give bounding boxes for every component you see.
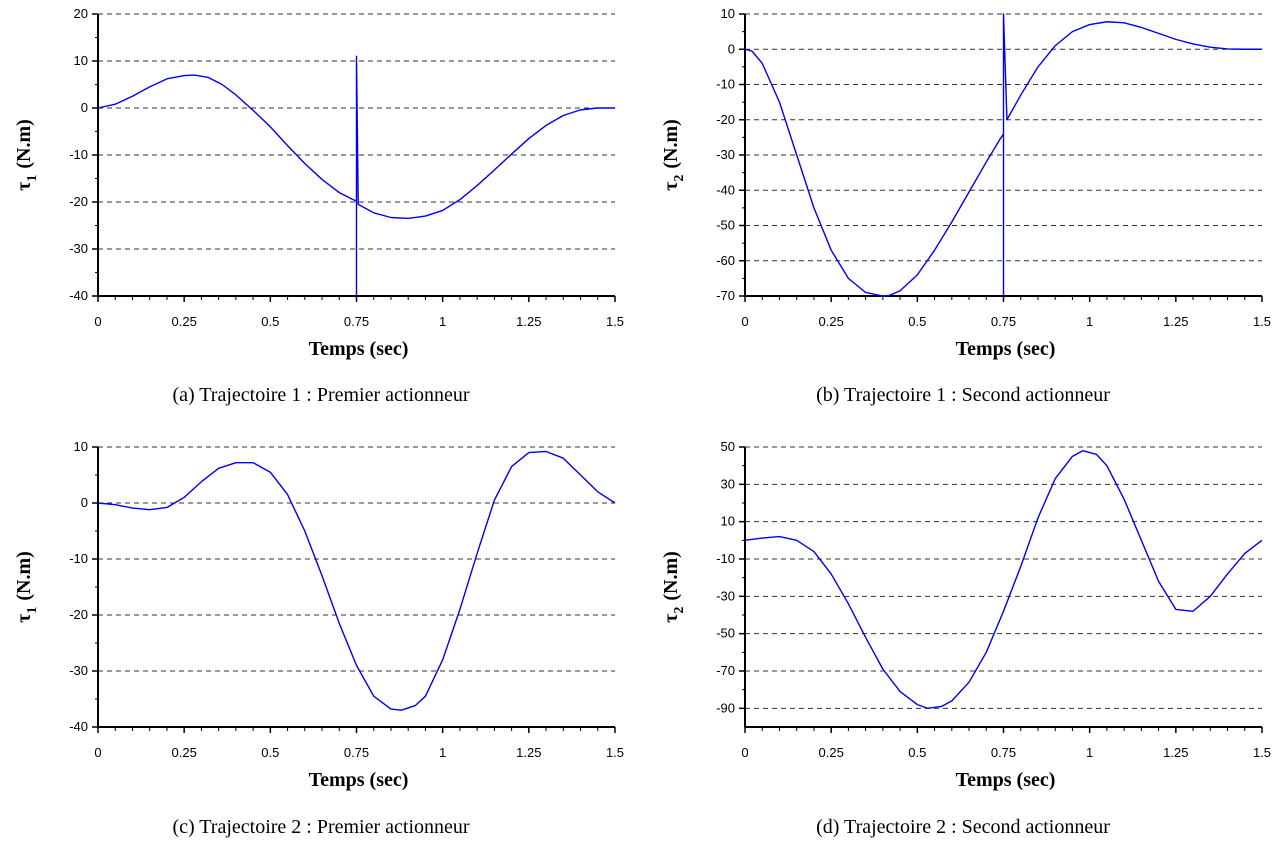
caption-b: (b) Trajectoire 1 : Second actionneur <box>816 384 1110 406</box>
x-tick-label: 0 <box>741 314 748 329</box>
y-axis-symbol: τ <box>660 182 682 191</box>
chart-a: -40 -30 -20 -10 0 10 20 0 0.25 0.5 0.75 1 1.25 1.5 Tem… <box>13 6 624 360</box>
x-tick-label: 1 <box>1086 745 1093 760</box>
x-tick-label: 1 <box>439 745 446 760</box>
y-axis-unit: (N.m) <box>13 551 35 600</box>
series-line <box>97 55 615 297</box>
y-axis-subscript: 2 <box>672 175 687 182</box>
x-tick-label: 1.5 <box>1253 314 1271 329</box>
series-line <box>744 450 1263 710</box>
x-tick-label: 0.75 <box>991 745 1016 760</box>
x-tick-label: 1.25 <box>516 745 541 760</box>
series-line <box>97 450 616 711</box>
x-tick-label: 1.5 <box>1253 745 1271 760</box>
y-axis-title: τ2 (N.m) <box>660 551 687 623</box>
y-tick-label: -20 <box>69 194 88 209</box>
caption-a: (a) Trajectoire 1 : Premier actionneur <box>172 384 470 406</box>
chart-d: -90 -70 -50 -30 -10 10 30 50 0 0.25 0.5 0.75 1 1.25 1.… <box>660 439 1271 791</box>
y-tick-label: 0 <box>728 41 735 56</box>
y-tick-label: -10 <box>716 551 735 566</box>
y-tick-label: -90 <box>716 700 735 715</box>
x-tick-label: 0.5 <box>908 745 926 760</box>
y-tick-label: 10 <box>74 439 88 454</box>
caption-d: (d) Trajectoire 2 : Second actionneur <box>816 816 1110 838</box>
y-axis-subscript: 1 <box>25 175 40 182</box>
chart-panel-b: -70 -60 -50 -40 -30 -20 -10 0 10 0 0.25 0.5 0.75 1 1.2… <box>642 0 1284 423</box>
x-axis-title: Temps (sec) <box>309 338 409 360</box>
chart-b: -70 -60 -50 -40 -30 -20 -10 0 10 0 0.25 0.5 0.75 1 1.2… <box>660 6 1271 360</box>
y-tick-label: -50 <box>716 626 735 641</box>
y-tick-label: 50 <box>721 439 735 454</box>
y-axis-title: τ2 (N.m) <box>660 119 687 191</box>
x-tick-label: 0.25 <box>172 745 197 760</box>
x-tick-label: 1.25 <box>1163 745 1188 760</box>
y-tick-label: -30 <box>716 588 735 603</box>
y-tick-label: -70 <box>716 663 735 678</box>
y-axis-symbol: τ <box>13 614 35 623</box>
x-tick-label: 0 <box>94 745 101 760</box>
y-tick-label: -10 <box>716 77 735 92</box>
x-tick-label: 0.5 <box>261 314 279 329</box>
chart-c: -40 -30 -20 -10 0 10 0 0.25 0.5 0.75 1 1.25 1.5 Temps… <box>13 439 624 791</box>
y-tick-label: -10 <box>69 551 88 566</box>
y-tick-label: -20 <box>69 607 88 622</box>
y-tick-label: 30 <box>721 476 735 491</box>
y-tick-label: 20 <box>74 6 88 21</box>
caption-c: (c) Trajectoire 2 : Premier actionneur <box>172 816 470 838</box>
y-axis-symbol: τ <box>13 182 35 191</box>
y-tick-label: -20 <box>716 112 735 127</box>
y-tick-label: -10 <box>69 147 88 162</box>
chart-panel-d: -90 -70 -50 -30 -10 10 30 50 0 0.25 0.5 0.75 1 1.25 1.… <box>642 423 1284 846</box>
y-tick-label: -30 <box>69 241 88 256</box>
x-axis-title: Temps (sec) <box>956 769 1056 791</box>
y-axis-title: τ1 (N.m) <box>13 551 40 623</box>
y-axis-unit: (N.m) <box>660 119 682 168</box>
y-axis-title: τ1 (N.m) <box>13 119 40 191</box>
chart-panel-a: -40 -30 -20 -10 0 10 20 0 0.25 0.5 0.75 1 1.25 1.5 Tem… <box>0 0 642 423</box>
x-axis-title: Temps (sec) <box>956 338 1056 360</box>
x-tick-label: 0.75 <box>991 314 1016 329</box>
y-axis-unit: (N.m) <box>660 551 682 600</box>
y-tick-label: 10 <box>721 514 735 529</box>
x-axis-title: Temps (sec) <box>309 769 409 791</box>
y-tick-label: -70 <box>716 288 735 303</box>
y-tick-label: 10 <box>74 53 88 68</box>
x-tick-label: 0.25 <box>819 314 844 329</box>
y-tick-label: -30 <box>69 663 88 678</box>
y-tick-label: -60 <box>716 253 735 268</box>
x-tick-label: 0.75 <box>344 745 369 760</box>
x-tick-label: 0.25 <box>172 314 197 329</box>
x-tick-label: 1.25 <box>1163 314 1188 329</box>
series-line <box>744 13 1262 297</box>
x-tick-label: 1 <box>439 314 446 329</box>
y-axis-subscript: 2 <box>672 607 687 614</box>
x-tick-label: 1.5 <box>606 745 624 760</box>
y-tick-label: 10 <box>721 6 735 21</box>
x-tick-label: 0.5 <box>261 745 279 760</box>
x-tick-label: 0.5 <box>908 314 926 329</box>
chart-panel-c: -40 -30 -20 -10 0 10 0 0.25 0.5 0.75 1 1.25 1.5 Temps… <box>0 423 642 846</box>
y-tick-label: -40 <box>69 719 88 734</box>
x-tick-label: 1.25 <box>516 314 541 329</box>
y-axis-subscript: 1 <box>25 607 40 614</box>
x-tick-label: 1 <box>1086 314 1093 329</box>
x-tick-label: 1.5 <box>606 314 624 329</box>
y-tick-label: 0 <box>81 100 88 115</box>
y-tick-label: -40 <box>69 288 88 303</box>
y-tick-label: -50 <box>716 218 735 233</box>
y-axis-unit: (N.m) <box>13 119 35 168</box>
x-tick-label: 0 <box>94 314 101 329</box>
y-tick-label: 0 <box>81 495 88 510</box>
y-axis-symbol: τ <box>660 614 682 623</box>
x-tick-label: 0 <box>741 745 748 760</box>
x-tick-label: 0.75 <box>344 314 369 329</box>
y-tick-label: -30 <box>716 147 735 162</box>
x-tick-label: 0.25 <box>819 745 844 760</box>
y-tick-label: -40 <box>716 182 735 197</box>
